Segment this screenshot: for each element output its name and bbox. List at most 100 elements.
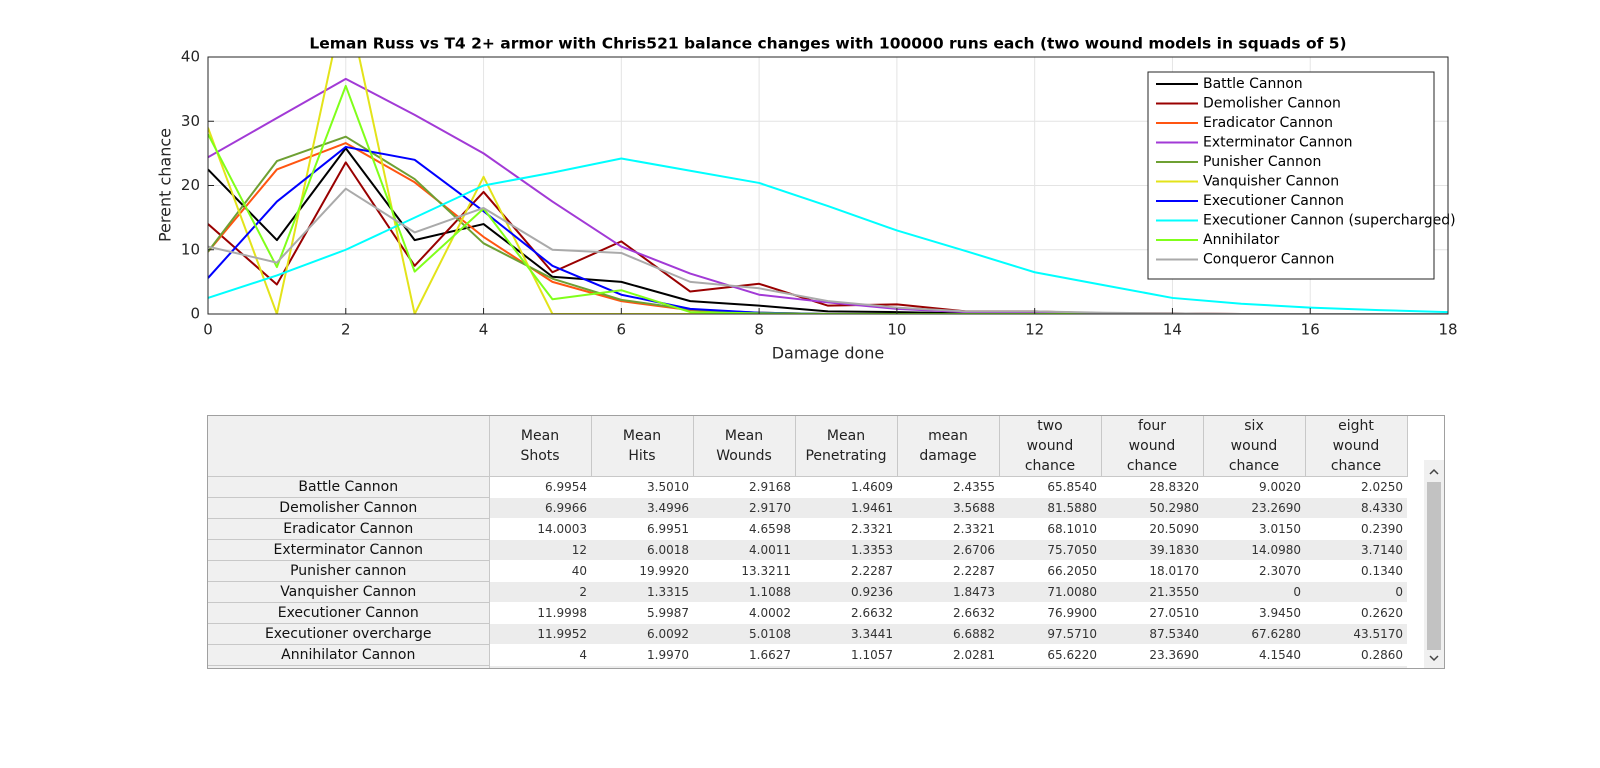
- cell: 0.9236: [795, 581, 897, 603]
- table-row: Executioner overcharge 11.9952 6.0092 5.010…: [208, 623, 1407, 645]
- cell: 1.8473: [897, 581, 999, 603]
- table-row: Eradicator Cannon 14.0003 6.9951 4.6598 2.33…: [208, 518, 1407, 540]
- cell: 1.3353: [795, 539, 897, 561]
- table-row: Annihilator Cannon 4 1.9970 1.6627 1.1057 2.0…: [208, 644, 1407, 666]
- cell: 76.9900: [999, 602, 1101, 624]
- cell: 1.1057: [795, 644, 897, 666]
- row-name: Eradicator Cannon: [208, 518, 490, 540]
- cell: 5.2462: [591, 665, 693, 668]
- cell: 3.0150: [1203, 518, 1305, 540]
- cell: 66.2050: [999, 560, 1101, 582]
- header-line: Mean: [520, 428, 560, 444]
- cell: 1.1088: [693, 581, 795, 603]
- cell: 0.1340: [1305, 560, 1407, 582]
- legend-label: Vanquisher Cannon: [1203, 174, 1339, 190]
- column-header: Mean Penetrating: [795, 416, 898, 477]
- series-line: [208, 187, 1448, 314]
- scroll-up-arrow[interactable]: [1429, 468, 1439, 475]
- cell: 2.2287: [795, 560, 897, 582]
- cell: 3.5688: [897, 497, 999, 519]
- legend-label: Annihilator: [1203, 232, 1279, 248]
- cell: 0: [1305, 581, 1407, 603]
- cell: 43.5170: [1305, 623, 1407, 645]
- cell: 6.0018: [591, 539, 693, 561]
- series-lines: [208, 57, 1448, 314]
- cell: 1.4609: [795, 476, 897, 498]
- cell: 14.0003: [489, 518, 591, 540]
- cell: 2.6632: [897, 602, 999, 624]
- legend-label: Demolisher Cannon: [1203, 96, 1341, 112]
- cell: 20.5090: [1101, 518, 1203, 540]
- cell: 40: [489, 560, 591, 582]
- cell: 2.3070: [1203, 560, 1305, 582]
- y-tick-label: 30: [181, 112, 200, 130]
- header-line: two: [1037, 418, 1063, 434]
- header-line: Wounds: [716, 448, 772, 464]
- table-row: Executioner Cannon 11.9998 5.9987 4.0002 2.6…: [208, 602, 1407, 624]
- cell: 0.2620: [1305, 602, 1407, 624]
- y-tick-label: 0: [190, 305, 200, 323]
- cell: 2.6632: [795, 602, 897, 624]
- cell: 27.0510: [1101, 602, 1203, 624]
- chart-title: Leman Russ vs T4 2+ armor with Chris521 …: [309, 35, 1346, 53]
- legend-label: Executioner Cannon: [1203, 193, 1344, 209]
- x-tick-label: 10: [887, 321, 906, 339]
- cell: 1.6627: [693, 644, 795, 666]
- cell: 3.6378: [897, 665, 999, 668]
- legend-label: Eradicator Cannon: [1203, 115, 1333, 131]
- cell: 11.9952: [489, 623, 591, 645]
- cell: 5.0108: [693, 623, 795, 645]
- cell: 6.0092: [591, 623, 693, 645]
- column-header: mean damage: [897, 416, 1000, 477]
- cell: 6.9954: [489, 476, 591, 498]
- cell: 0.2860: [1305, 644, 1407, 666]
- cell: 4.1540: [1203, 644, 1305, 666]
- cell: 28.8320: [1101, 476, 1203, 498]
- scroll-thumb[interactable]: [1427, 482, 1441, 650]
- series-line: [208, 145, 1448, 314]
- column-header: two wound chance: [999, 416, 1102, 477]
- header-line: wound chance: [1024, 438, 1076, 474]
- scrollbar[interactable]: [1424, 460, 1444, 668]
- cell: 65.6220: [999, 644, 1101, 666]
- row-name: Executioner Cannon: [208, 602, 490, 624]
- cell: 2.9170: [693, 497, 795, 519]
- row-name: Executioner overcharge: [208, 623, 490, 645]
- cell: 1.3315: [591, 581, 693, 603]
- header-line: Mean: [724, 428, 764, 444]
- x-tick-label: 8: [754, 321, 764, 339]
- cell: 3.9450: [1203, 602, 1305, 624]
- row-name: Exterminator Cannon: [208, 539, 490, 561]
- table: Mean Shots Mean Hits Mean Wounds Mean Penetrati…: [208, 416, 1408, 668]
- cell: 22.2670: [1203, 665, 1305, 668]
- series-line: [208, 142, 1448, 314]
- cell: 6.6882: [897, 623, 999, 645]
- x-tick-label: 12: [1025, 321, 1044, 339]
- column-header: Mean Shots: [489, 416, 592, 477]
- cell: 8.4330: [1305, 497, 1407, 519]
- legend-label: Battle Cannon: [1203, 76, 1303, 92]
- cell: 67.6280: [1203, 623, 1305, 645]
- x-tick-label: 14: [1163, 321, 1182, 339]
- table-row: Conqueror Cannon6.99915.24624.36802.1803…: [208, 665, 1407, 668]
- header-line: Shots: [520, 448, 560, 464]
- column-header: Mean Wounds: [693, 416, 796, 477]
- cell: 75.7050: [999, 539, 1101, 561]
- x-axis-label: Damage done: [772, 344, 885, 363]
- header-line: six: [1244, 418, 1264, 434]
- table-row: Demolisher Cannon 6.9966 3.4996 2.9170 1.946…: [208, 497, 1407, 519]
- cell: 2.9168: [693, 476, 795, 498]
- cell: 6.9991: [489, 665, 591, 668]
- row-name: Vanquisher Cannon: [208, 581, 490, 603]
- row-name: Battle Cannon: [208, 476, 490, 498]
- cell: 4.0002: [693, 602, 795, 624]
- header-line: Mean: [622, 428, 662, 444]
- table-row: Battle Cannon 6.9954 3.5010 2.9168 1.4609 2.4…: [208, 476, 1407, 498]
- y-axis-label: Perent chance: [156, 128, 175, 242]
- header-line: Mean: [826, 428, 866, 444]
- cell: 1.9461: [795, 497, 897, 519]
- row-name: Punisher cannon: [208, 560, 490, 582]
- scroll-down-arrow[interactable]: [1429, 655, 1439, 662]
- legend-label: Punisher Cannon: [1203, 154, 1321, 170]
